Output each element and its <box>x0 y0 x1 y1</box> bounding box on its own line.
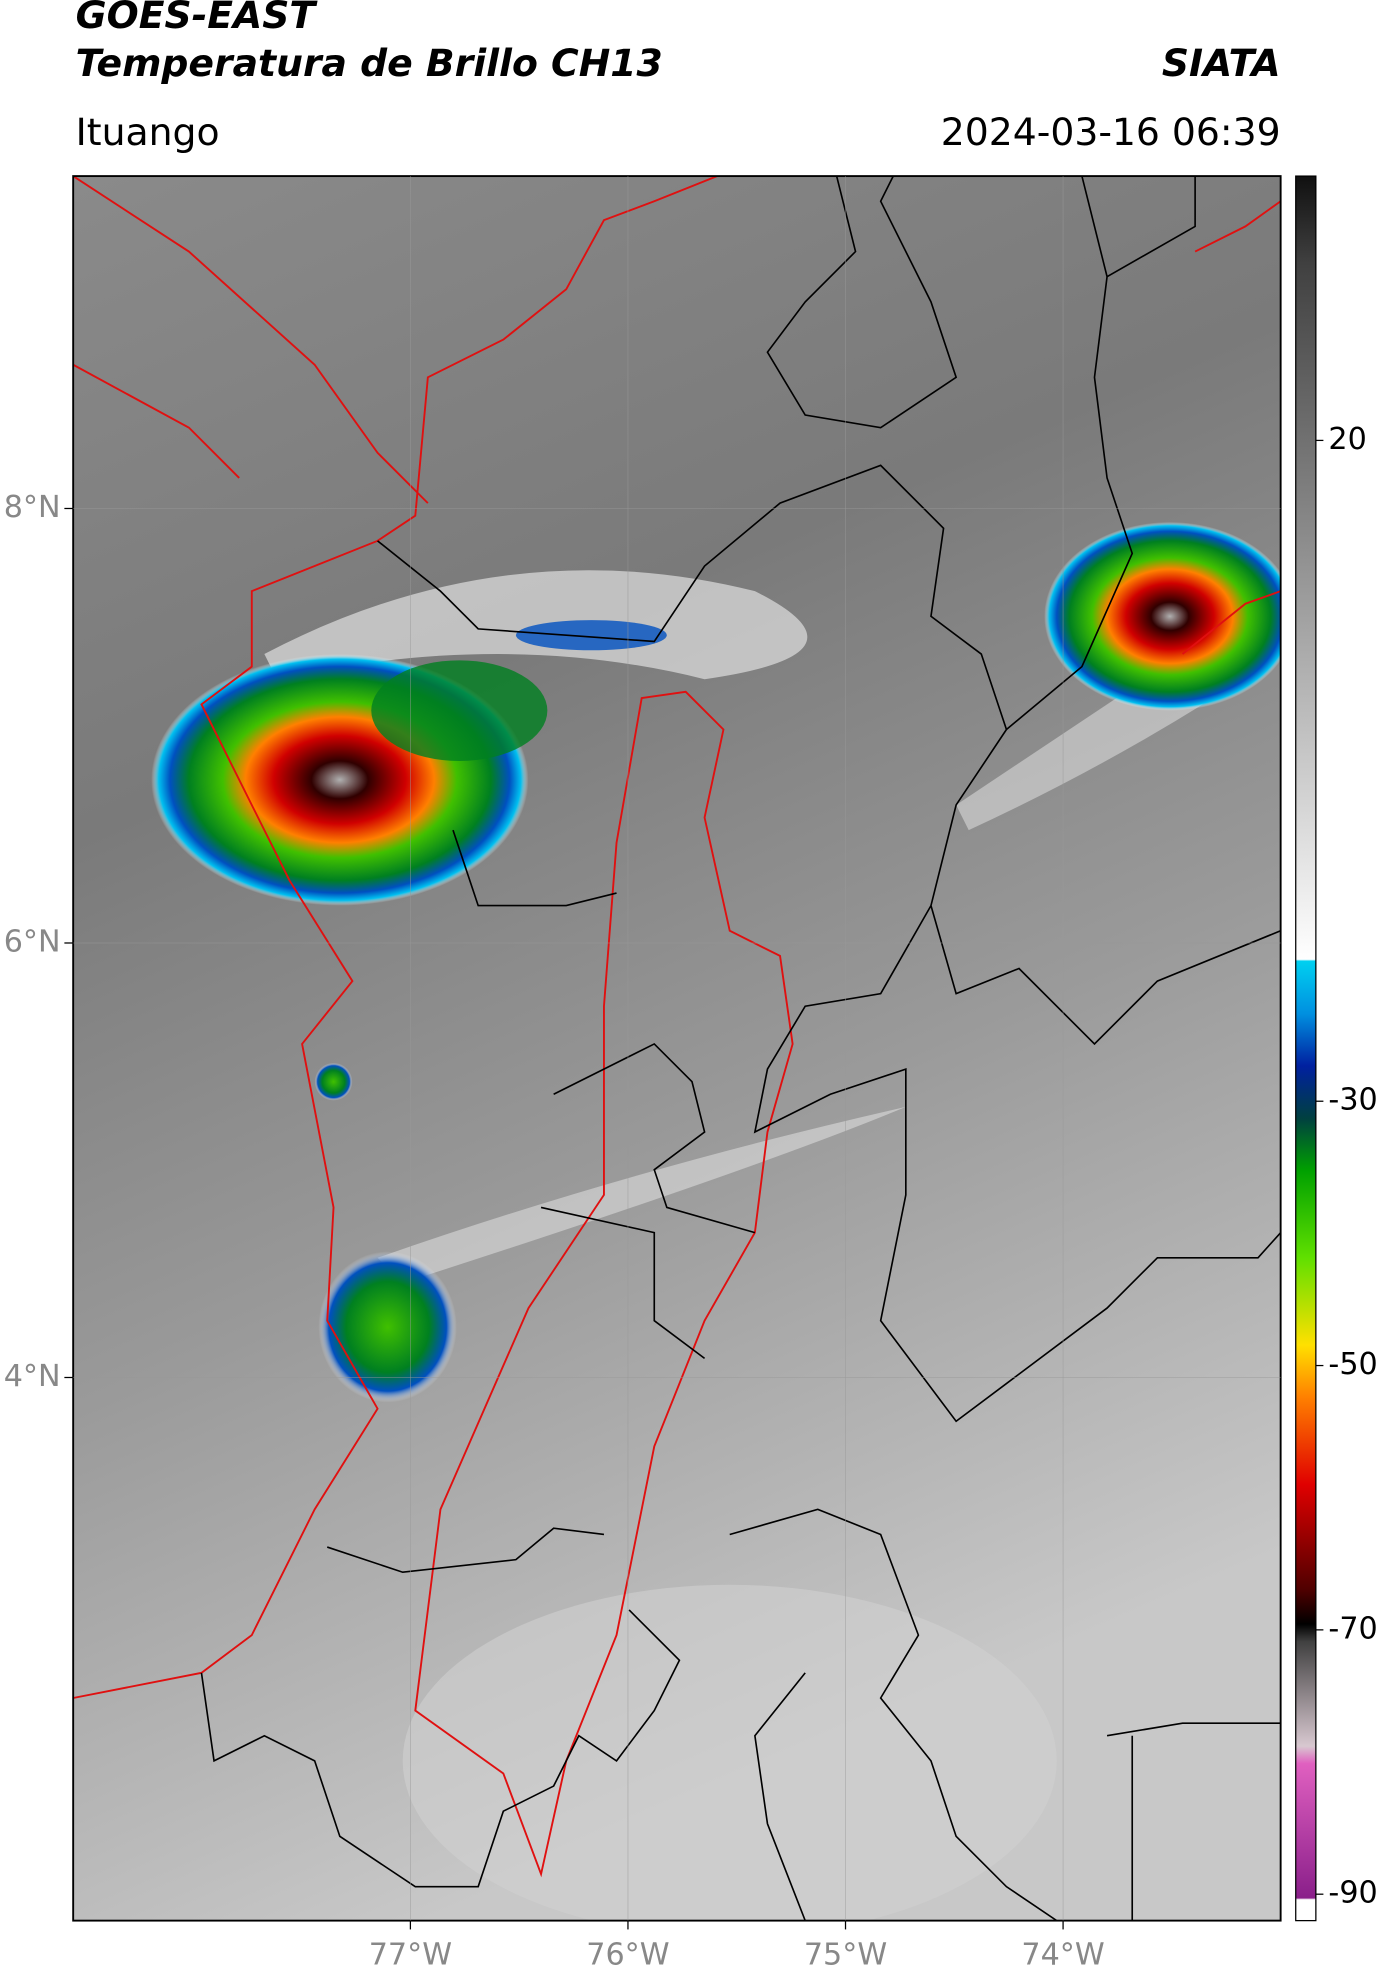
colorbar <box>1295 175 1317 1922</box>
colorbar-tick-label: -90 <box>1328 1876 1377 1911</box>
x-tick-label: 76°W <box>586 1937 669 1972</box>
agency: SIATA <box>1162 41 1281 85</box>
x-tick-label: 74°W <box>1021 1937 1104 1972</box>
satellite-image <box>73 176 1281 1921</box>
subtitle: Temperatura de Brillo CH13 <box>76 41 663 85</box>
y-tick-label: 4°N <box>4 1359 61 1394</box>
x-tick-label: 77°W <box>369 1937 452 1972</box>
map-axes: 77°W 76°W 75°W 74°W 4°N 6°N 8°N <box>4 176 1281 1972</box>
x-tick-label: 75°W <box>804 1937 887 1972</box>
y-tick-label: 8°N <box>4 490 61 525</box>
colorbar-tick-label: 20 <box>1328 422 1366 457</box>
map-frame <box>72 175 1282 1922</box>
location: Ituango <box>76 110 220 154</box>
colorbar-tick-label: -70 <box>1328 1611 1377 1646</box>
title: GOES-EAST <box>76 0 319 37</box>
colorbar-tick-label: -50 <box>1328 1347 1377 1382</box>
colorbar-axis: 20 -30 -50 -70 -90 <box>1315 422 1378 1911</box>
datetime: 2024-03-16 06:39 <box>941 110 1281 154</box>
colorbar-tick-label: -30 <box>1328 1083 1377 1118</box>
y-tick-label: 6°N <box>4 924 61 959</box>
